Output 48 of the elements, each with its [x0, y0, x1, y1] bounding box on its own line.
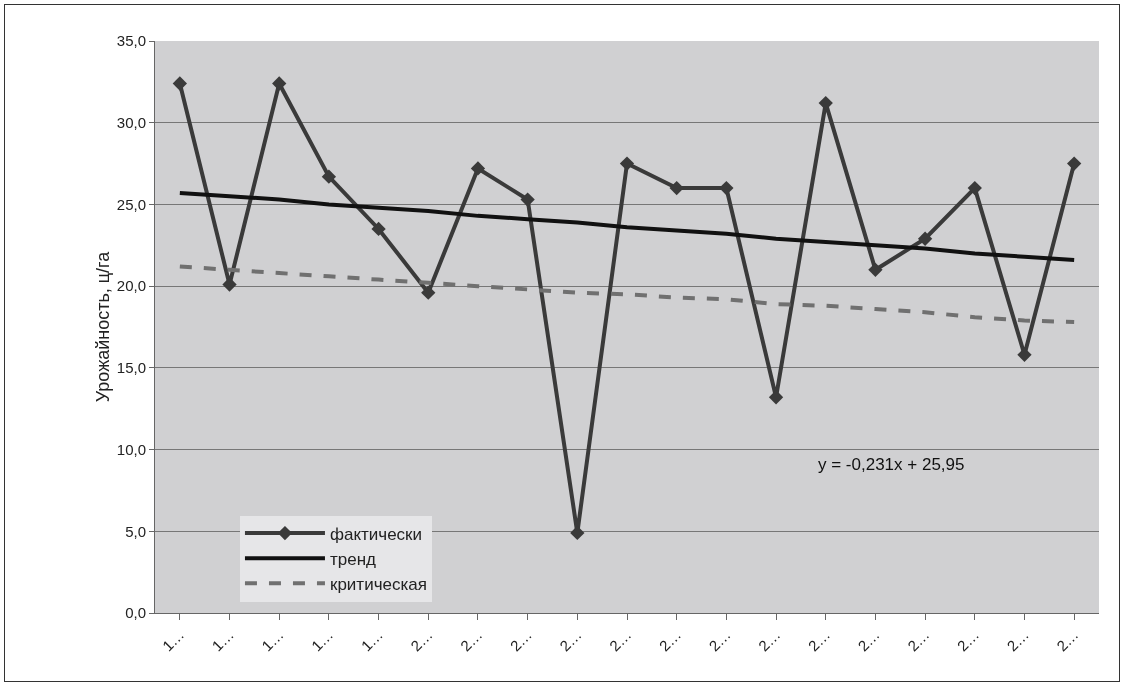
- x-tick-label: 1…: [158, 625, 188, 655]
- point: [520, 192, 535, 207]
- legend-label: критическая: [329, 574, 427, 594]
- point: [917, 231, 933, 246]
- y-tick-label: 20,0: [116, 277, 146, 295]
- point: [371, 221, 386, 237]
- annotation: y = -0,231x + 25,95: [818, 455, 965, 474]
- x-tick-label: 1…: [307, 625, 337, 655]
- x-tick-label: 2…: [705, 625, 734, 655]
- point: [868, 262, 883, 277]
- point: [768, 390, 784, 405]
- point: [619, 156, 635, 171]
- x-tick-label: 1…: [258, 625, 287, 655]
- point: [967, 180, 982, 196]
- x-tick-label: 2…: [754, 625, 784, 655]
- legend-label: тренд: [329, 549, 377, 569]
- x-tick-label: 2…: [605, 625, 635, 655]
- point: [172, 76, 187, 91]
- x-tick-label: 1…: [208, 625, 237, 655]
- x-tick-label: 2…: [407, 625, 436, 655]
- point: [470, 161, 486, 176]
- x-tick-label: 2…: [1003, 625, 1032, 655]
- y-tick-label: 35,0: [116, 32, 146, 50]
- y-axis-title: Урожайность, ц/га: [93, 250, 113, 403]
- y-tick-label: 10,0: [116, 440, 146, 458]
- x-tick-label: 2…: [804, 625, 834, 655]
- line-series: [177, 190, 1077, 262]
- point: [1067, 156, 1082, 171]
- x-tick-label: 2…: [506, 625, 536, 655]
- x-tick-label: 1…: [357, 625, 386, 655]
- legend-label: фактически: [329, 524, 423, 544]
- x-tick-label: 2…: [655, 625, 685, 655]
- x-tick-label: 2…: [1053, 625, 1082, 655]
- y-tick-label: 0,0: [125, 604, 146, 622]
- x-tick-label: 2…: [904, 625, 933, 655]
- point: [669, 180, 684, 196]
- point: [719, 180, 734, 196]
- point: [321, 169, 337, 184]
- x-tick-label: 2…: [456, 625, 486, 655]
- point: [272, 76, 287, 91]
- y-tick-label: 5,0: [125, 522, 146, 540]
- x-tick-label: 2…: [556, 625, 585, 655]
- y-tick-label: 30,0: [116, 113, 146, 131]
- y-tick-label: 25,0: [116, 195, 146, 213]
- point: [421, 285, 436, 300]
- y-tick-label: 15,0: [116, 359, 146, 377]
- x-tick-label: 2…: [953, 625, 983, 655]
- x-tick-label: 2…: [854, 625, 883, 655]
